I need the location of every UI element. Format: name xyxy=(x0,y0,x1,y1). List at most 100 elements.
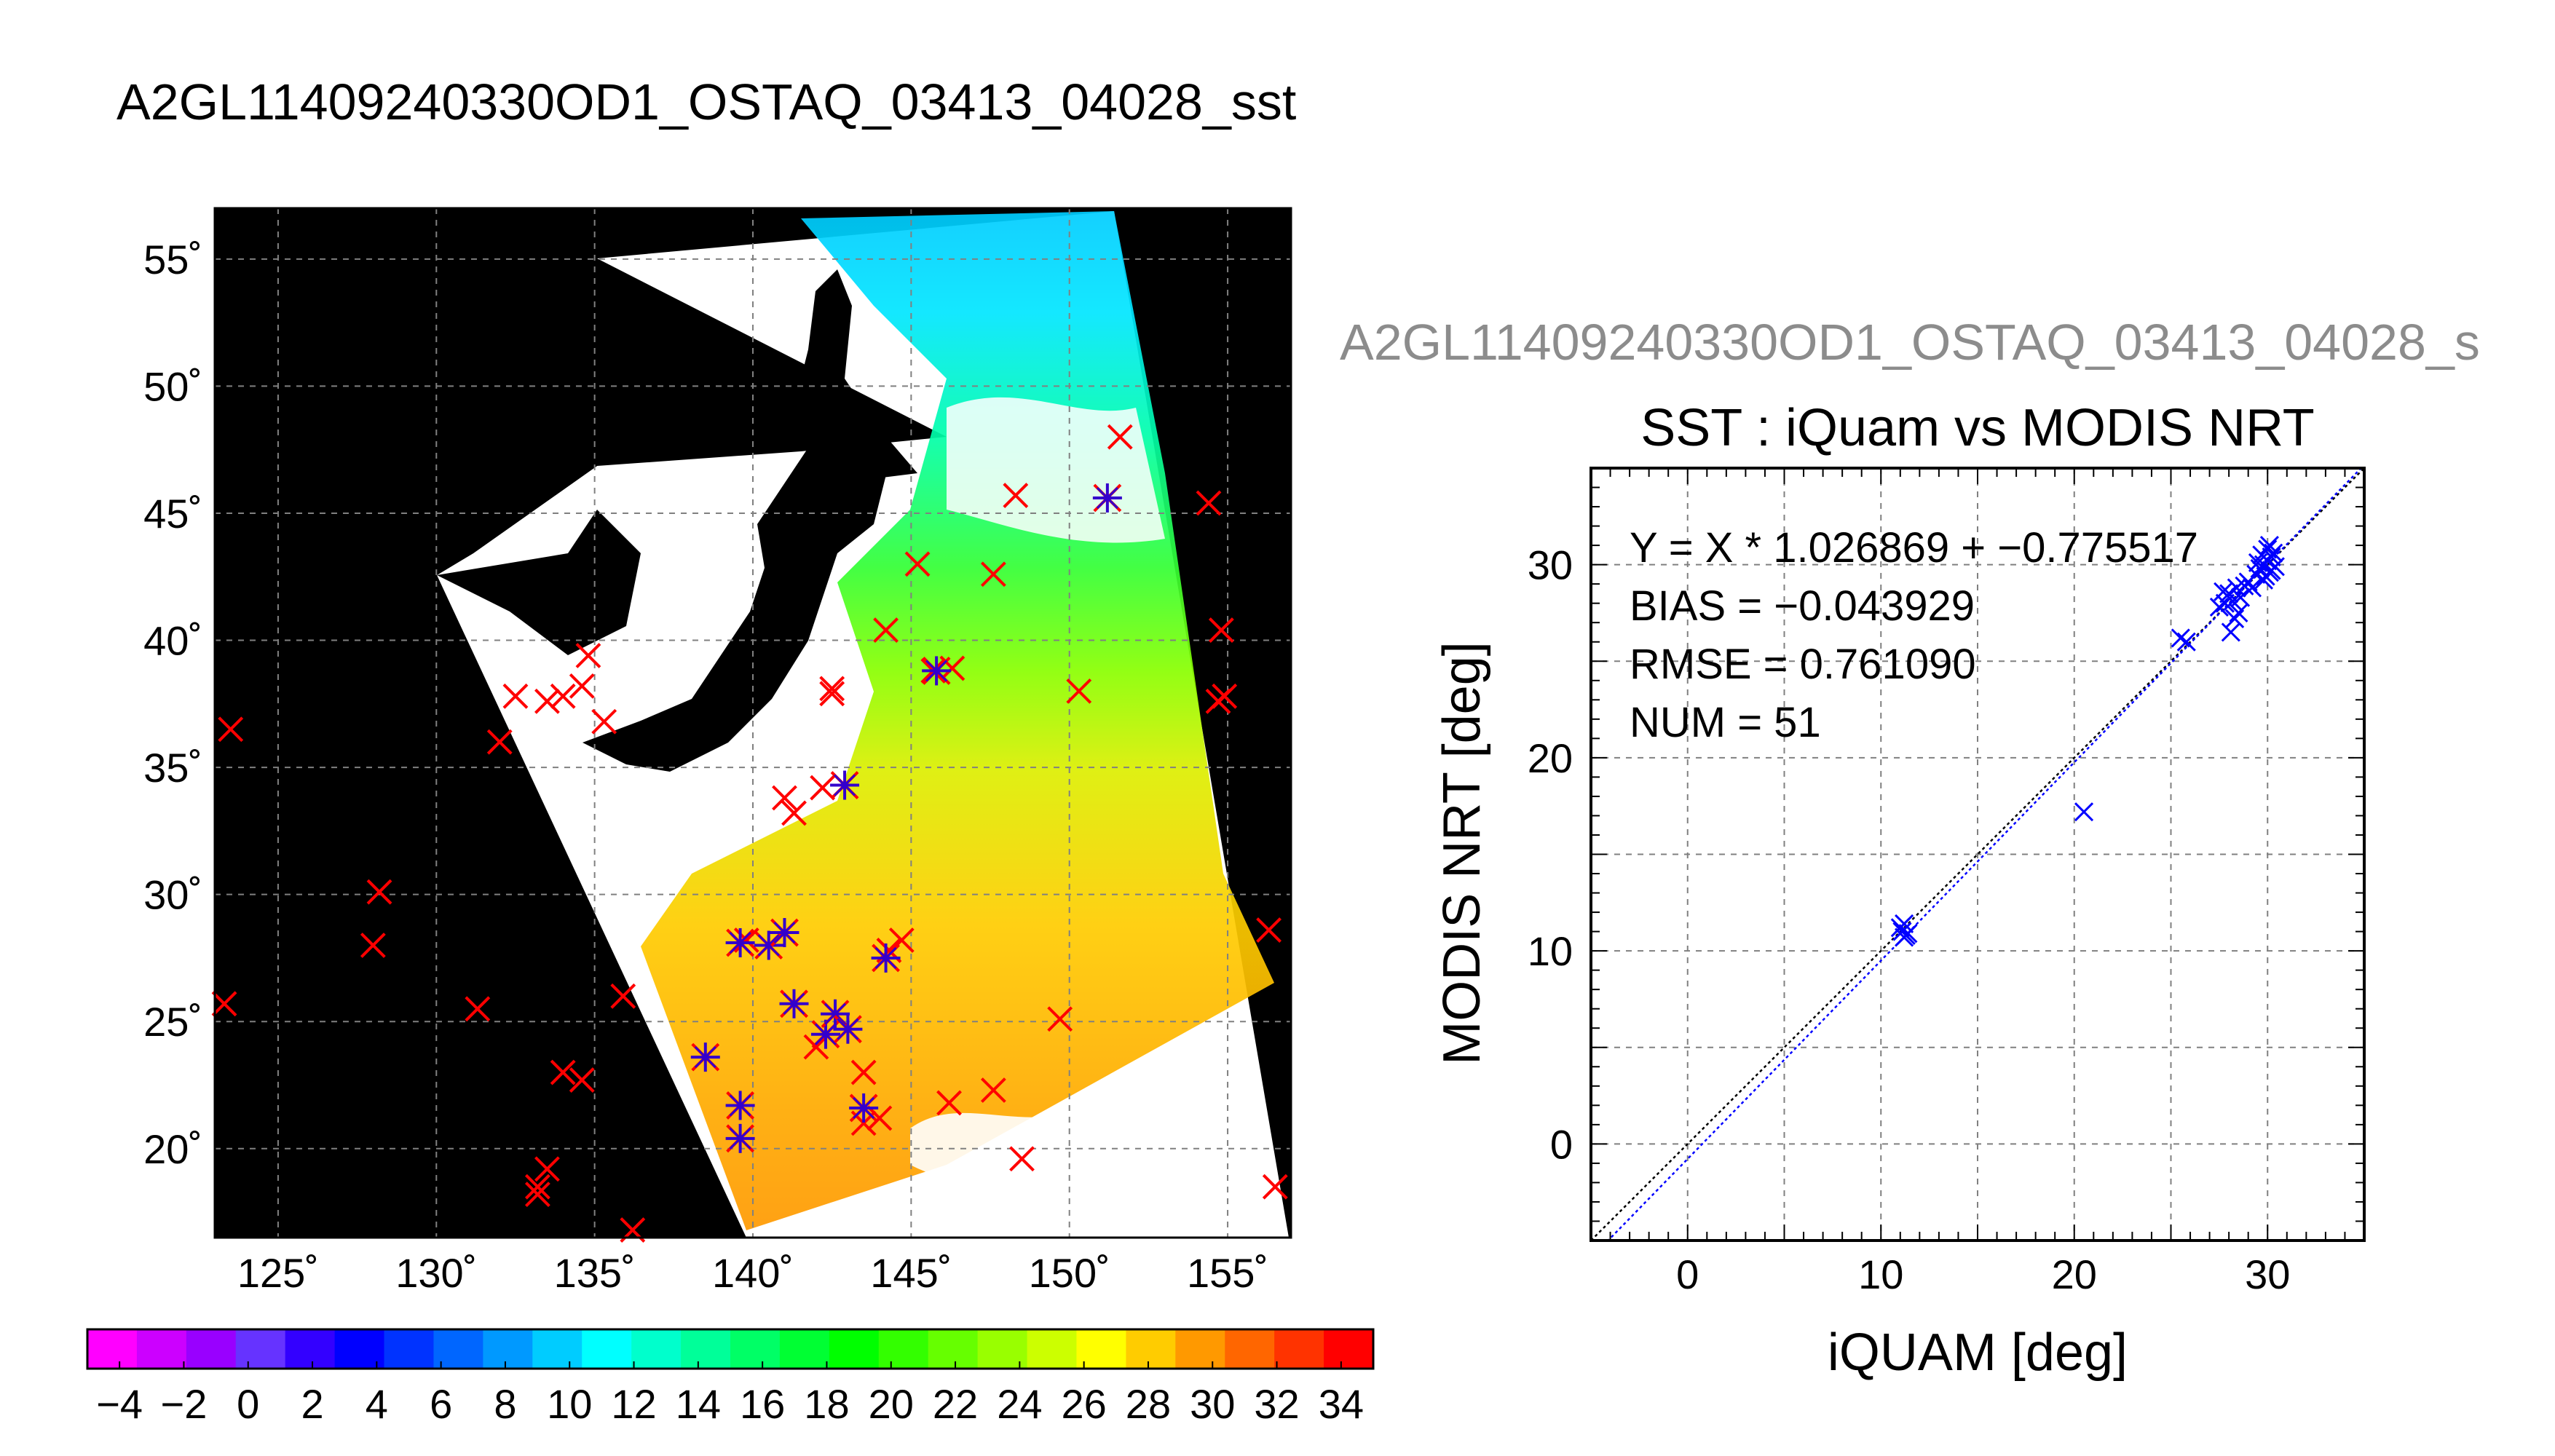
lon-tick-label: 145˚ xyxy=(870,1250,952,1296)
scatter-point xyxy=(2214,582,2233,601)
red-marker-stroke xyxy=(1009,1146,1035,1172)
colorbar-tick-label: 2 xyxy=(301,1381,323,1427)
red-marker xyxy=(1208,617,1234,643)
red-marker xyxy=(524,1182,550,1208)
colorbar-cell xyxy=(1324,1329,1374,1369)
y-tick-label: 20 xyxy=(1528,735,1573,781)
colorbar-tick-label: 16 xyxy=(740,1381,785,1427)
colorbar-cell xyxy=(631,1329,682,1369)
red-marker xyxy=(569,673,595,699)
blue-marker-stroke xyxy=(694,1046,716,1069)
scatter-point-stroke xyxy=(2221,622,2240,642)
red-marker xyxy=(980,561,1006,587)
red-marker-stroke xyxy=(1107,424,1133,450)
blue-marker-stroke xyxy=(729,931,751,954)
red-marker-stroke xyxy=(803,1034,829,1060)
red-marker-stroke xyxy=(502,683,529,709)
blue-marker-stroke xyxy=(834,774,856,796)
x-tick-label: 0 xyxy=(1676,1251,1699,1297)
map-markers xyxy=(211,424,1288,1243)
lon-tick-label: 150˚ xyxy=(1029,1250,1110,1296)
lat-tick-labels: 20˚ 25˚ 30˚ 35˚ 40˚ 45˚ 50˚ 55˚ xyxy=(143,237,202,1172)
red-marker xyxy=(534,1156,560,1182)
red-marker xyxy=(610,983,636,1009)
blue-marker-stroke xyxy=(757,934,780,957)
colorbar-cell xyxy=(1175,1329,1225,1369)
scatter-point-stroke xyxy=(1890,918,1910,938)
scatter-point xyxy=(2254,570,2274,590)
scatter-point xyxy=(2229,603,2248,622)
y-tick-label: 30 xyxy=(1528,542,1573,588)
red-marker-stroke xyxy=(465,996,491,1022)
scatter-point xyxy=(2231,587,2251,607)
blue-marker-stroke xyxy=(925,660,948,682)
x-tick-label: 10 xyxy=(1858,1251,1903,1297)
blue-marker xyxy=(779,989,809,1018)
blue-marker xyxy=(871,943,901,973)
blue-marker xyxy=(833,1014,863,1044)
scatter-point-stroke xyxy=(2259,536,2279,555)
red-marker xyxy=(904,551,931,577)
colorbar-tick-label: 12 xyxy=(611,1381,656,1427)
scatter-point-stroke xyxy=(2074,802,2094,822)
colorbar-cell xyxy=(384,1329,434,1369)
cloud-patch xyxy=(947,397,1165,543)
red-marker-stroke xyxy=(360,933,386,958)
red-marker xyxy=(575,643,601,668)
colorbar-cell xyxy=(285,1329,336,1369)
land-japan xyxy=(583,408,888,772)
colorbar-cell xyxy=(878,1329,929,1369)
colorbar-cell xyxy=(582,1329,632,1369)
red-marker xyxy=(1107,424,1133,450)
red-marker-stroke xyxy=(1003,483,1029,508)
red-marker xyxy=(803,1034,829,1060)
stats-annotation: RMSE = 0.761090 xyxy=(1630,641,1976,688)
colorbar-cell xyxy=(186,1329,237,1369)
colorbar-tick-label: 18 xyxy=(804,1381,849,1427)
scatter-point-stroke xyxy=(2246,564,2266,584)
scatter-point-stroke xyxy=(2215,593,2235,613)
scatter-points xyxy=(1890,536,2285,947)
colorbar-tick-label: −2 xyxy=(161,1381,208,1427)
scatter-point-stroke xyxy=(2231,587,2251,607)
page-title: A2GL11409240330OD1_OSTAQ_03413_04028_sst xyxy=(117,74,1297,130)
red-marker-stroke xyxy=(550,1059,576,1085)
scatter-point xyxy=(2176,632,2196,652)
blue-marker xyxy=(849,1093,879,1123)
y-axis-label: MODIS NRT [deg] xyxy=(1433,641,1491,1065)
red-marker xyxy=(211,991,237,1017)
lon-tick-label: 140˚ xyxy=(712,1250,794,1296)
red-marker-stroke xyxy=(1066,678,1092,704)
scatter-point-stroke xyxy=(2262,561,2281,580)
red-marker xyxy=(569,1067,595,1093)
colorbar-cell xyxy=(235,1329,286,1369)
colorbar-tick-label: 4 xyxy=(366,1381,388,1427)
red-marker-stroke xyxy=(850,1059,877,1085)
colorbar-tick-label: 24 xyxy=(997,1381,1042,1427)
red-marker xyxy=(819,676,845,702)
stats-annotation: Y = X * 1.026869 + −0.775517 xyxy=(1630,524,2198,571)
scatter-point xyxy=(2209,597,2229,617)
red-marker-stroke xyxy=(781,800,807,826)
red-marker xyxy=(550,683,576,709)
blue-marker xyxy=(830,770,860,800)
colorbar-cell xyxy=(483,1329,533,1369)
red-marker-stroke xyxy=(980,561,1006,587)
map-grid xyxy=(215,208,1291,1238)
blue-marker-stroke xyxy=(783,992,805,1015)
red-marker xyxy=(366,879,392,905)
red-marker-stroke xyxy=(534,1156,560,1182)
lat-tick-label: 20˚ xyxy=(143,1126,202,1172)
land-hokkaido-sakhalin xyxy=(794,269,917,480)
red-marker xyxy=(465,996,491,1022)
red-marker xyxy=(1212,683,1238,709)
red-marker-stroke xyxy=(486,729,513,755)
x-tick-labels: 0 10 20 30 xyxy=(1676,1251,2290,1297)
red-marker xyxy=(534,688,560,714)
scatter-point-stroke xyxy=(2225,609,2245,628)
colorbar-tick-label: 34 xyxy=(1319,1381,1364,1427)
red-marker xyxy=(591,708,617,735)
colorbar-tick-label: 22 xyxy=(933,1381,978,1427)
colorbar-cell xyxy=(779,1329,830,1369)
red-marker-stroke xyxy=(534,688,560,714)
